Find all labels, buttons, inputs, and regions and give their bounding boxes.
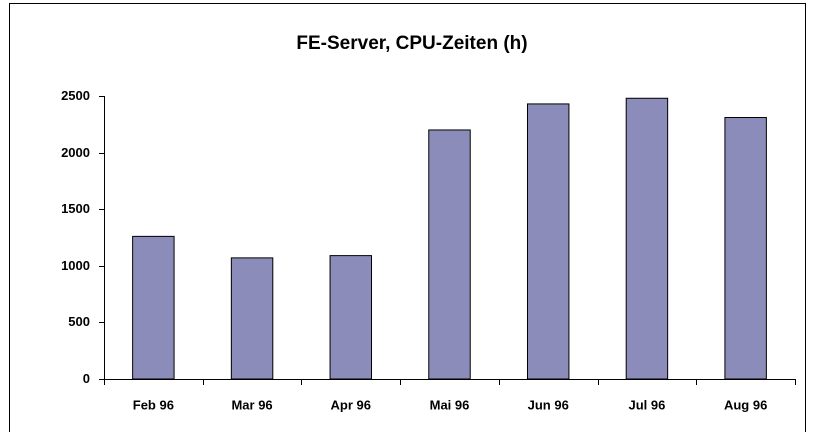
x-tick-label: Jul 96: [628, 397, 665, 412]
chart-title: FE-Server, CPU-Zeiten (h): [296, 33, 527, 54]
x-tick-label: Apr 96: [331, 397, 371, 412]
x-tick-label: Jun 96: [528, 397, 569, 412]
bar: [329, 255, 373, 380]
bar: [625, 97, 669, 380]
chart-frame: [9, 3, 806, 432]
x-tick-label: Feb 96: [133, 397, 174, 412]
y-tick-label: 2000: [61, 145, 90, 160]
y-tick-label: 2500: [61, 88, 90, 103]
bar: [132, 235, 175, 380]
y-tick-label: 0: [83, 371, 90, 386]
y-tick-label: 500: [68, 314, 90, 329]
y-tick-label: 1500: [61, 201, 90, 216]
x-tick-label: Mar 96: [231, 397, 272, 412]
x-tick-label: Mai 96: [430, 397, 470, 412]
bar: [724, 117, 767, 380]
x-tick-label: Aug 96: [724, 397, 767, 412]
bar: [428, 129, 471, 380]
bar: [230, 257, 274, 380]
bar: [526, 103, 570, 380]
y-tick-label: 1000: [61, 258, 90, 273]
